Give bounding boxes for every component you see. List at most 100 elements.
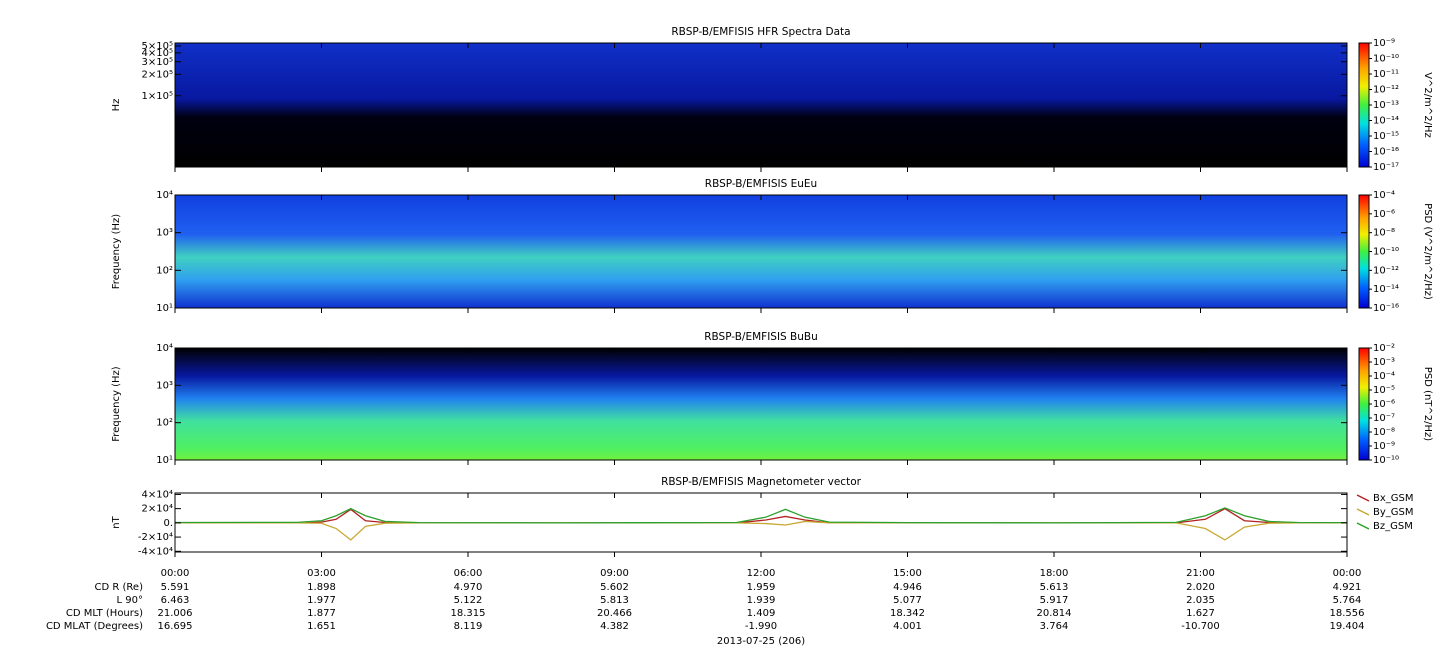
colorbar-tick-label: 10⁻⁶ <box>1373 209 1395 220</box>
colorbar-tick-label: 10⁻⁶ <box>1373 399 1395 410</box>
colorbar-tick-label: 10⁻⁴ <box>1373 371 1395 382</box>
y-tick-label: 10² <box>156 265 173 276</box>
ephemeris-value: 5.077 <box>893 595 922 606</box>
legend-label: Bz_GSM <box>1373 521 1413 532</box>
series-line <box>175 520 1347 541</box>
y-tick-label: 1×10⁵ <box>142 91 173 102</box>
ephemeris-value: 5.613 <box>1040 582 1069 593</box>
ephemeris-value: 1.627 <box>1186 608 1215 619</box>
spectrogram <box>175 43 1347 167</box>
ephemeris-value: 1.939 <box>747 595 776 606</box>
y-tick-label: 10⁴ <box>156 190 173 201</box>
colorbar-tick-label: 10⁻⁸ <box>1373 228 1395 239</box>
legend-swatch <box>1356 522 1370 530</box>
ephemeris-value: 21.006 <box>158 608 193 619</box>
panel-title: RBSP-B/EMFISIS Magnetometer vector <box>661 476 862 488</box>
ephemeris-value: 1.977 <box>307 595 336 606</box>
ephemeris-value: -10.700 <box>1181 621 1220 632</box>
colorbar-tick-label: 10⁻⁹ <box>1373 38 1395 49</box>
ephemeris-value: 1.651 <box>307 621 336 632</box>
x-tick-label: 21:00 <box>1186 568 1215 579</box>
ephemeris-value: 2.020 <box>1186 582 1215 593</box>
colorbar-tick-label: 10⁻⁷ <box>1373 413 1395 424</box>
spectrogram <box>175 195 1347 308</box>
ephemeris-label: CD MLT (Hours) <box>66 608 143 619</box>
ephemeris-value: 20.814 <box>1037 608 1072 619</box>
y-axis-label: Hz <box>111 99 122 112</box>
series-line <box>174 507 1348 524</box>
date-label: 2013-07-25 (206) <box>717 636 805 647</box>
y-tick-label: 4×10⁵ <box>142 48 173 59</box>
ephemeris-value: 8.119 <box>454 621 483 632</box>
y-axis-label: nT <box>111 515 122 528</box>
x-tick-label: 00:00 <box>1333 568 1362 579</box>
ephemeris-value: 4.970 <box>454 582 483 593</box>
ephemeris-value: 5.122 <box>454 595 483 606</box>
colorbar-label: PSD (nT^2/Hz) <box>1422 367 1433 441</box>
y-tick-label: 10³ <box>156 228 173 239</box>
colorbar-tick-label: 10⁻² <box>1373 343 1395 354</box>
panel-title: RBSP-B/EMFISIS HFR Spectra Data <box>671 26 850 38</box>
ephemeris-value: 4.921 <box>1333 582 1362 593</box>
colorbar-tick-label: 10⁻¹² <box>1373 265 1399 276</box>
y-tick-label: 5×10⁵ <box>142 41 173 52</box>
x-tick-label: 03:00 <box>307 568 336 579</box>
ephemeris-value: 6.463 <box>161 595 190 606</box>
ephemeris-value: 5.813 <box>600 595 629 606</box>
colorbar-tick-label: 10⁻¹⁵ <box>1373 131 1399 142</box>
y-tick-label: 10³ <box>156 380 173 391</box>
y-axis-label: Frequency (Hz) <box>111 214 122 290</box>
ephemeris-label: CD MLAT (Degrees) <box>46 621 143 632</box>
ephemeris-value: 18.315 <box>451 608 486 619</box>
colorbar-tick-label: 10⁻¹⁶ <box>1373 147 1399 158</box>
colorbar-tick-label: 10⁻¹⁴ <box>1373 284 1399 295</box>
ephemeris-value: 4.001 <box>893 621 922 632</box>
ephemeris-value: 4.946 <box>893 582 922 593</box>
colorbar-tick-label: 10⁻⁴ <box>1373 190 1395 201</box>
ephemeris-value: 16.695 <box>158 621 193 632</box>
ephemeris-value: -1.990 <box>745 621 777 632</box>
ephemeris-value: 3.764 <box>1040 621 1069 632</box>
ephemeris-value: 18.342 <box>890 608 925 619</box>
colorbar-tick-label: 10⁻¹⁰ <box>1373 54 1399 65</box>
panel-title: RBSP-B/EMFISIS EuEu <box>705 178 817 190</box>
legend-swatch <box>1356 494 1370 502</box>
y-tick-label: 4×10⁴ <box>142 489 173 500</box>
colorbar-tick-label: 10⁻¹⁷ <box>1373 162 1399 173</box>
x-tick-label: 06:00 <box>454 568 483 579</box>
colorbar-tick-label: 10⁻¹⁰ <box>1373 455 1399 466</box>
ephemeris-value: 5.917 <box>1040 595 1069 606</box>
y-tick-label: -4×10⁴ <box>138 546 173 557</box>
y-tick-label: 2×10⁴ <box>142 504 173 515</box>
colorbar-tick-label: 10⁻¹² <box>1373 85 1399 96</box>
ephemeris-label: L 90° <box>117 595 143 606</box>
x-tick-label: 09:00 <box>600 568 629 579</box>
colorbar-label: PSD (V^2/m^2/Hz) <box>1422 203 1433 300</box>
x-tick-label: 15:00 <box>893 568 922 579</box>
colorbar <box>1359 195 1369 308</box>
colorbar-tick-label: 10⁻⁸ <box>1373 427 1395 438</box>
x-tick-label: 18:00 <box>1040 568 1069 579</box>
ephemeris-value: 20.466 <box>597 608 632 619</box>
colorbar-tick-label: 10⁻¹¹ <box>1373 69 1399 80</box>
colorbar-tick-label: 10⁻⁹ <box>1373 441 1395 452</box>
y-tick-label: -2×10⁴ <box>138 532 173 543</box>
ephemeris-value: 18.556 <box>1330 608 1365 619</box>
legend-label: Bx_GSM <box>1373 493 1414 504</box>
legend-label: By_GSM <box>1373 507 1414 518</box>
ephemeris-value: 5.591 <box>161 582 190 593</box>
ephemeris-value: 19.404 <box>1330 621 1365 632</box>
colorbar-tick-label: 10⁻¹⁶ <box>1373 303 1399 314</box>
spectrogram <box>175 348 1347 460</box>
ephemeris-value: 4.382 <box>600 621 629 632</box>
panel-title: RBSP-B/EMFISIS BuBu <box>704 331 818 343</box>
y-tick-label: 2×10⁵ <box>142 69 173 80</box>
ephemeris-value: 5.764 <box>1333 595 1362 606</box>
colorbar-tick-label: 10⁻¹⁴ <box>1373 116 1399 127</box>
ephemeris-label: CD R (Re) <box>95 582 144 593</box>
legend-swatch <box>1356 508 1370 516</box>
y-tick-label: 10¹ <box>156 455 173 466</box>
ephemeris-value: 1.959 <box>747 582 776 593</box>
colorbar-label: V^2/m^2/Hz <box>1422 72 1433 138</box>
